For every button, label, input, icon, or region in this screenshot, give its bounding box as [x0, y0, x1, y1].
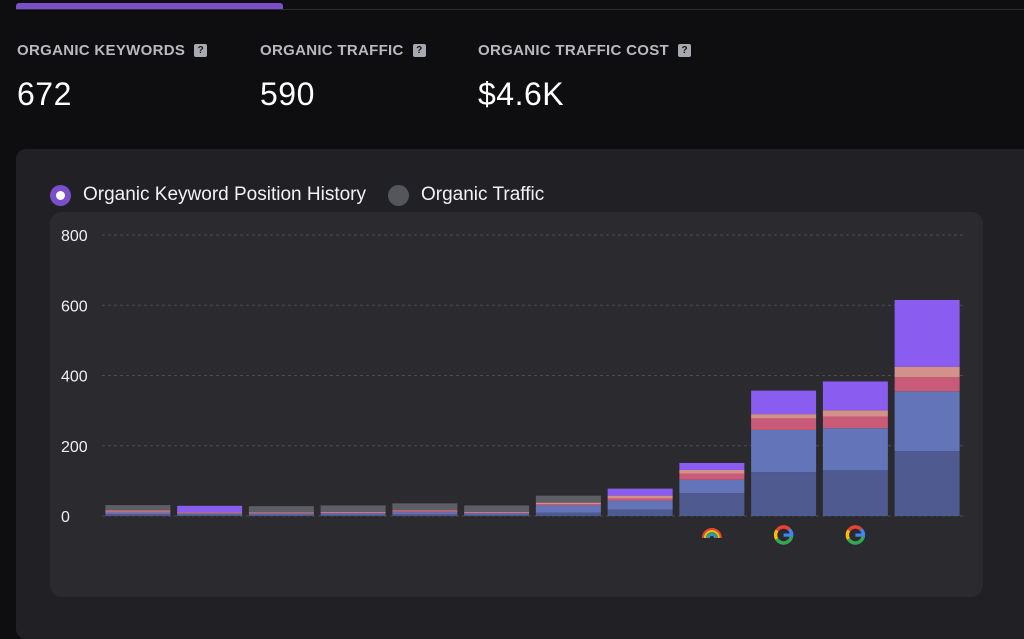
radio-keyword-position-history[interactable]: Organic Keyword Position History — [50, 184, 366, 206]
chart-area: 0 200 400 600 800 — [50, 212, 983, 597]
active-tab-indicator[interactable] — [16, 3, 283, 10]
bar-segment — [751, 390, 817, 415]
bar-segment — [894, 451, 960, 516]
y-tick-label: 200 — [61, 439, 88, 456]
bar-segment — [679, 493, 745, 516]
bar-segment — [822, 410, 888, 417]
metric-value: $4.6K — [478, 76, 565, 112]
bar-segment — [464, 505, 530, 512]
metric-organic-keywords: ORGANIC KEYWORDS ? 672 — [17, 42, 208, 113]
bar-segment — [535, 512, 601, 516]
bar-segment — [822, 381, 888, 411]
radio-unselected-icon[interactable] — [388, 184, 409, 206]
google-icon[interactable] — [773, 525, 794, 545]
bar-segment — [679, 473, 745, 480]
metric-label: ORGANIC TRAFFIC — [260, 42, 404, 59]
bar-segment — [607, 495, 673, 499]
bar-segment — [535, 504, 601, 506]
bar-segment — [248, 514, 314, 516]
bar-segment — [822, 470, 888, 516]
bar-segment — [105, 514, 171, 516]
bar-segment — [607, 488, 673, 496]
bar-segment — [751, 472, 817, 516]
metric-organic-traffic: ORGANIC TRAFFIC ? 590 — [260, 42, 426, 113]
radio-label: Organic Keyword Position History — [83, 184, 366, 205]
help-icon[interactable]: ? — [412, 44, 426, 57]
radio-label: Organic Traffic — [421, 184, 545, 205]
bar-segment — [822, 416, 888, 429]
bar-segment — [607, 500, 673, 510]
bar-segment — [392, 503, 458, 511]
bar-segment — [105, 511, 171, 513]
bar-segment — [320, 513, 386, 515]
help-icon[interactable]: ? — [678, 44, 691, 57]
bar-segment — [177, 512, 243, 513]
bar-segment — [320, 512, 386, 514]
metric-label: ORGANIC TRAFFIC COST — [478, 42, 669, 59]
bar-segment — [822, 428, 888, 471]
bar-segment — [607, 509, 673, 516]
radio-organic-traffic[interactable]: Organic Traffic — [388, 184, 544, 206]
tab-bar-divider — [16, 9, 1024, 10]
bar-segment — [751, 414, 817, 419]
bar-segment — [464, 513, 530, 515]
bar-segment — [894, 391, 960, 452]
bar-segment — [177, 512, 243, 514]
bar-segment — [894, 366, 960, 378]
bar-segment — [679, 462, 745, 470]
bar-segment — [320, 514, 386, 516]
bar-segment — [105, 505, 171, 511]
y-tick-label: 400 — [61, 369, 88, 386]
y-tick-label: 600 — [61, 298, 88, 315]
bar-segment — [392, 510, 458, 512]
bar-segment — [535, 502, 601, 505]
help-icon[interactable]: ? — [194, 44, 208, 57]
bar-segment — [320, 505, 386, 512]
bar-segment — [464, 511, 530, 513]
bar-segment — [894, 299, 960, 367]
bar-segment — [392, 514, 458, 516]
y-tick-label: 0 — [61, 509, 70, 526]
bar-segment — [392, 512, 458, 515]
bar-segment — [248, 512, 314, 514]
google-icon[interactable] — [845, 525, 866, 545]
bar-segment — [679, 469, 745, 474]
chart-view-toggle: Organic Keyword Position History Organic… — [50, 184, 566, 206]
bar-segment — [894, 377, 960, 392]
bar-segment — [248, 506, 314, 513]
bar-segment — [177, 505, 243, 513]
metric-label: ORGANIC KEYWORDS — [17, 42, 186, 59]
bar-segment — [607, 498, 673, 501]
metric-value: 590 — [260, 76, 315, 112]
y-tick-label: 800 — [61, 228, 88, 245]
metric-organic-traffic-cost: ORGANIC TRAFFIC COST ? $4.6K — [478, 42, 691, 113]
bar-segment — [751, 429, 817, 473]
stacked-bar-chart: 0 200 400 600 800 — [61, 228, 963, 545]
bar-segment — [679, 479, 745, 494]
bar-segment — [248, 512, 314, 513]
bar-segment — [751, 418, 817, 430]
rainbow-arc-icon[interactable] — [701, 528, 722, 539]
bar-segment — [464, 512, 530, 514]
bar-segment — [464, 514, 530, 516]
bar-segment — [320, 511, 386, 513]
radio-selected-icon[interactable] — [50, 184, 71, 206]
bar-segment — [177, 513, 243, 515]
bar-segment — [535, 505, 601, 513]
bar-segment — [105, 510, 171, 512]
bar-segment — [177, 514, 243, 516]
bar-segment — [105, 512, 171, 515]
metric-value: 672 — [17, 76, 72, 112]
bar-segment — [535, 495, 601, 503]
bar-segment — [392, 511, 458, 513]
bar-segment — [248, 513, 314, 515]
